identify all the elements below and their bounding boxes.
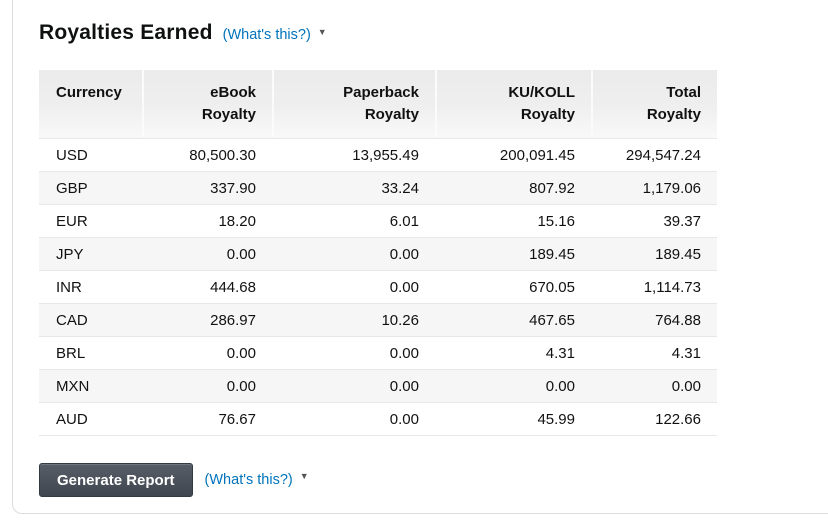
generate-report-button[interactable]: Generate Report bbox=[39, 463, 193, 497]
ebook-royalty-cell: 0.00 bbox=[226, 377, 256, 395]
column-header-currency: Currency bbox=[56, 84, 122, 101]
ebook-royalty-cell: 0.00 bbox=[226, 245, 256, 263]
total-royalty-cell: 39.37 bbox=[663, 212, 701, 230]
table-row-inr: INR 444.68 0.00 670.05 1,114.73 bbox=[39, 270, 717, 303]
caret-down-icon[interactable]: ▼ bbox=[317, 27, 327, 37]
ku-koll-royalty-cell: 0.00 bbox=[545, 377, 575, 395]
ku-koll-royalty-cell: 200,091.45 bbox=[499, 146, 575, 164]
paperback-royalty-cell: 0.00 bbox=[389, 377, 419, 395]
royalties-table: Currency eBook Royalty Paperback Royalty… bbox=[39, 70, 717, 436]
ku-koll-royalty-cell: 189.45 bbox=[529, 245, 575, 263]
column-header-total-royalty: Total Royalty bbox=[591, 70, 717, 138]
table-row-eur: EUR 18.20 6.01 15.16 39.37 bbox=[39, 204, 717, 237]
table-row-aud: AUD 76.67 0.00 45.99 122.66 bbox=[39, 402, 717, 435]
ku-koll-royalty-cell: 807.92 bbox=[529, 179, 575, 197]
total-royalty-cell: 189.45 bbox=[655, 245, 701, 263]
total-royalty-cell: 0.00 bbox=[671, 377, 701, 395]
table-row-gbp: GBP 337.90 33.24 807.92 1,179.06 bbox=[39, 171, 717, 204]
total-royalty-cell: 764.88 bbox=[655, 311, 701, 329]
page-title: Royalties Earned bbox=[39, 21, 213, 44]
currency-cell: CAD bbox=[56, 311, 88, 329]
ku-koll-royalty-cell: 15.16 bbox=[537, 212, 575, 230]
title-row: Royalties Earned (What's this?) ▼ bbox=[39, 21, 828, 45]
currency-cell: JPY bbox=[56, 245, 84, 263]
total-royalty-cell: 122.66 bbox=[655, 410, 701, 428]
whats-this-link[interactable]: (What's this?) bbox=[222, 27, 311, 43]
column-header-ebook-royalty: eBook Royalty bbox=[142, 70, 272, 138]
currency-cell: GBP bbox=[56, 179, 88, 197]
ku-koll-royalty-cell: 467.65 bbox=[529, 311, 575, 329]
table-row-usd: USD 80,500.30 13,955.49 200,091.45 294,5… bbox=[39, 138, 717, 171]
total-royalty-cell: 1,114.73 bbox=[643, 278, 701, 296]
paperback-royalty-cell: 10.26 bbox=[381, 311, 419, 329]
currency-cell: MXN bbox=[56, 377, 90, 395]
currency-cell: USD bbox=[56, 146, 88, 164]
table-row-cad: CAD 286.97 10.26 467.65 764.88 bbox=[39, 303, 717, 336]
whats-this-link-footer[interactable]: (What's this?) bbox=[204, 472, 293, 488]
paperback-royalty-cell: 0.00 bbox=[389, 245, 419, 263]
currency-cell: INR bbox=[56, 278, 82, 296]
ebook-royalty-cell: 18.20 bbox=[218, 212, 256, 230]
ebook-royalty-cell: 76.67 bbox=[218, 410, 256, 428]
currency-cell: EUR bbox=[56, 212, 88, 230]
paperback-royalty-cell: 6.01 bbox=[389, 212, 419, 230]
table-row-brl: BRL 0.00 0.00 4.31 4.31 bbox=[39, 336, 717, 369]
paperback-royalty-cell: 0.00 bbox=[389, 278, 419, 296]
ku-koll-royalty-cell: 4.31 bbox=[545, 344, 575, 362]
footer-row: Generate Report (What's this?) ▼ bbox=[39, 463, 828, 497]
paperback-royalty-cell: 13,955.49 bbox=[352, 146, 419, 164]
table-row-mxn: MXN 0.00 0.00 0.00 0.00 bbox=[39, 369, 717, 402]
ebook-royalty-cell: 337.90 bbox=[210, 179, 256, 197]
column-header-ku-koll-royalty: KU/KOLL Royalty bbox=[435, 70, 591, 138]
ku-koll-royalty-cell: 670.05 bbox=[529, 278, 575, 296]
column-header-paperback-royalty: Paperback Royalty bbox=[272, 70, 435, 138]
ebook-royalty-cell: 286.97 bbox=[210, 311, 256, 329]
currency-cell: AUD bbox=[56, 410, 88, 428]
paperback-royalty-cell: 0.00 bbox=[389, 410, 419, 428]
table-body: USD 80,500.30 13,955.49 200,091.45 294,5… bbox=[39, 138, 717, 436]
table-header-row: Currency eBook Royalty Paperback Royalty… bbox=[39, 70, 717, 138]
ebook-royalty-cell: 0.00 bbox=[226, 344, 256, 362]
total-royalty-cell: 4.31 bbox=[671, 344, 701, 362]
table-row-jpy: JPY 0.00 0.00 189.45 189.45 bbox=[39, 237, 717, 270]
royalties-card: Royalties Earned (What's this?) ▼ Curren… bbox=[12, 0, 828, 514]
ebook-royalty-cell: 444.68 bbox=[210, 278, 256, 296]
paperback-royalty-cell: 33.24 bbox=[381, 179, 419, 197]
total-royalty-cell: 294,547.24 bbox=[625, 146, 701, 164]
caret-down-icon[interactable]: ▼ bbox=[299, 471, 309, 481]
paperback-royalty-cell: 0.00 bbox=[389, 344, 419, 362]
ebook-royalty-cell: 80,500.30 bbox=[189, 146, 256, 164]
currency-cell: BRL bbox=[56, 344, 86, 362]
total-royalty-cell: 1,179.06 bbox=[642, 179, 701, 197]
ku-koll-royalty-cell: 45.99 bbox=[537, 410, 575, 428]
